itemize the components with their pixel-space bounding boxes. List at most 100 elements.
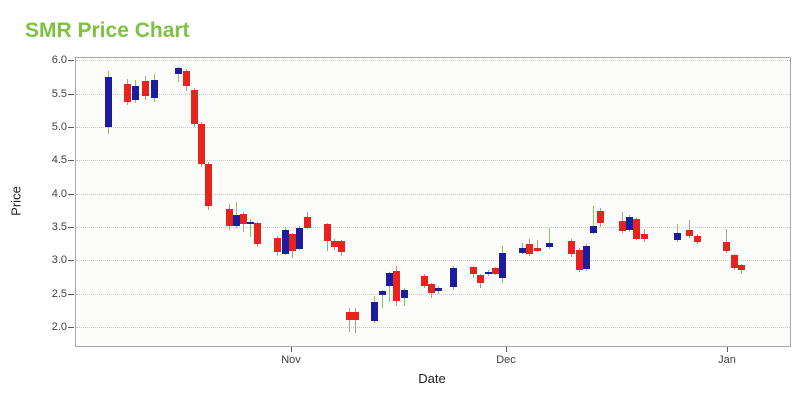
candle-body: [449, 267, 457, 287]
candle-wick: [388, 271, 390, 303]
candle-body: [640, 234, 648, 239]
candle-body: [618, 221, 626, 231]
gridline: [76, 260, 790, 262]
candle-body: [295, 227, 303, 249]
candle-body: [469, 267, 477, 274]
x-tick-mark: [291, 347, 292, 352]
candle-wick: [177, 67, 179, 83]
y-tick-mark: [68, 60, 74, 62]
plot-area: [75, 57, 791, 347]
y-tick-label: 5.0: [51, 121, 67, 133]
candle-body: [204, 163, 212, 206]
candle-body: [567, 241, 575, 255]
candle-body: [518, 248, 526, 253]
candle-wick: [592, 206, 594, 234]
y-tick-mark: [68, 193, 74, 195]
y-tick-mark: [68, 160, 74, 162]
y-tick-label: 2.0: [51, 321, 67, 333]
candle-body: [498, 253, 506, 278]
y-axis-title: Price: [8, 186, 24, 216]
y-tick-label: 3.5: [51, 221, 67, 233]
x-tick-label: Jan: [718, 354, 736, 366]
candle-body: [281, 230, 289, 254]
y-tick-label: 6.0: [51, 54, 67, 67]
candle-body: [434, 287, 442, 291]
candle-body: [491, 268, 499, 274]
candle-body: [427, 284, 435, 293]
candle-body: [182, 71, 190, 86]
candle-body: [484, 272, 492, 275]
candle-body: [337, 241, 345, 253]
candle-wick: [688, 220, 690, 238]
candle-body: [131, 85, 139, 101]
candle-body: [253, 223, 261, 244]
candle-body: [225, 209, 233, 226]
candle-body: [123, 83, 131, 102]
candle-body: [174, 68, 182, 75]
candle-body: [545, 243, 553, 247]
x-tick-label: Nov: [281, 354, 301, 366]
candle-wick: [725, 229, 727, 253]
candle-body: [197, 123, 205, 164]
candle-body: [420, 276, 428, 287]
candle-wick: [354, 308, 356, 333]
candle-body: [589, 226, 597, 233]
candle-body: [378, 291, 386, 295]
gridline: [76, 60, 790, 62]
candle-wick: [676, 223, 678, 243]
gridline: [76, 127, 790, 128]
candle-body: [392, 271, 400, 301]
x-tick-mark: [727, 347, 728, 352]
candle-body: [575, 249, 583, 270]
candle-body: [288, 234, 296, 251]
y-tick-label: 3.0: [51, 254, 67, 267]
candle-body: [323, 224, 331, 241]
candle-wick: [536, 240, 538, 253]
candle-body: [351, 312, 359, 321]
y-tick-mark: [68, 293, 74, 295]
candle-body: [330, 241, 338, 247]
y-tick-label: 2.5: [51, 287, 67, 300]
y-tick-mark: [68, 327, 74, 328]
candle-body: [239, 214, 247, 225]
candle-body: [673, 233, 681, 241]
candle-body: [730, 255, 738, 268]
candle-body: [370, 302, 378, 321]
candle-body: [685, 229, 693, 237]
y-tick-mark: [68, 260, 74, 262]
y-tick-label: 5.5: [51, 87, 67, 100]
y-tick-mark: [68, 127, 74, 128]
gridline: [76, 327, 790, 328]
gridline: [76, 160, 790, 162]
candle-body: [693, 236, 701, 242]
gridline: [76, 227, 790, 228]
candle-body: [737, 265, 745, 270]
candle-body: [596, 211, 604, 223]
candle-body: [104, 77, 112, 127]
y-tick-label: 4.0: [51, 187, 67, 200]
candle-body: [625, 217, 633, 230]
candle-body: [722, 241, 730, 251]
candle-body: [232, 215, 240, 227]
x-tick-mark: [506, 347, 507, 352]
candle-body: [141, 81, 149, 96]
gridline: [76, 293, 790, 295]
candle-body: [150, 79, 158, 98]
candle-body: [273, 237, 281, 253]
candle-wick: [249, 219, 251, 237]
chart-title: SMR Price Chart: [25, 19, 190, 42]
candle-body: [533, 248, 541, 251]
gridline: [76, 193, 790, 195]
gridline: [76, 93, 790, 95]
candle-wick: [381, 289, 383, 308]
x-tick-label: Dec: [496, 354, 516, 366]
y-tick-mark: [68, 227, 74, 228]
candle-body: [385, 273, 393, 287]
candle-body: [190, 90, 198, 124]
candle-body: [525, 243, 533, 255]
candle-body: [632, 219, 640, 239]
candle-wick: [348, 307, 350, 333]
y-tick-label: 4.5: [51, 154, 67, 167]
candle-body: [400, 289, 408, 298]
